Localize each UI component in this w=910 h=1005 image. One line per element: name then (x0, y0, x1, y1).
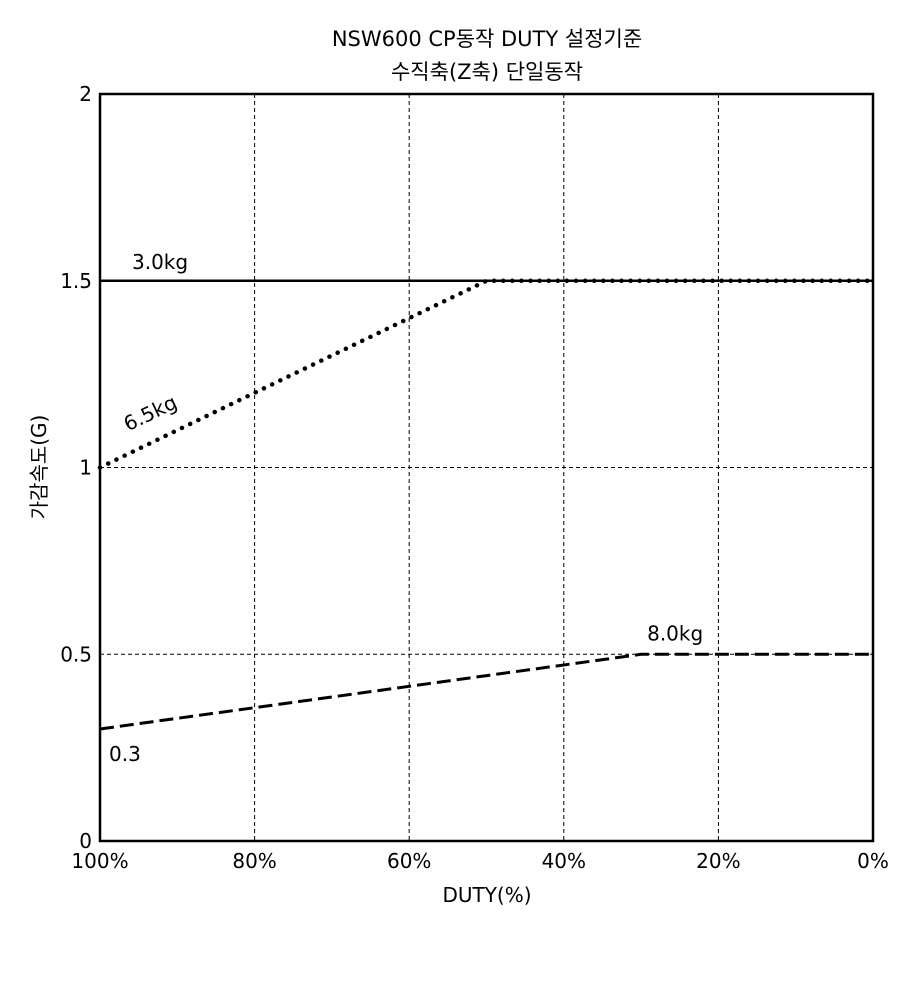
series-label-6-5kg: 6.5kg (120, 390, 181, 436)
x-tick-label: 40% (542, 849, 586, 873)
y-tick-label: 1 (79, 456, 92, 480)
series-line-6-5kg (97, 278, 876, 470)
plot-frame (98, 92, 875, 843)
chart-subtitle: 수직축(Z축) 단일동작 (391, 60, 583, 84)
y-tick-label: 0.5 (60, 642, 92, 666)
x-tick-label: 80% (232, 849, 276, 873)
series-label-8-0kg: 8.0kg (647, 621, 703, 645)
series-label-3-0kg: 3.0kg (132, 250, 188, 274)
y-tick-label: 1.5 (60, 269, 92, 293)
y-axis-label: 가감속도(G) (27, 415, 51, 520)
series-lines (97, 278, 876, 731)
series-labels: 3.0kg 6.5kg 8.0kg 0.3 (109, 250, 703, 766)
y-tick-label: 2 (79, 82, 92, 106)
y-tick-label: 0 (79, 829, 92, 853)
x-tick-label: 100% (71, 849, 128, 873)
series-line-8-0kg (99, 652, 873, 731)
tick-labels: 100% 80% 60% 40% 20% 0% 0 0.5 1 1.5 2 (60, 82, 889, 873)
x-tick-label: 60% (387, 849, 431, 873)
x-tick-label: 0% (857, 849, 889, 873)
grid (100, 94, 873, 841)
chart-title: NSW600 CP동작 DUTY 설정기준 (332, 27, 642, 51)
annotation-start-value: 0.3 (109, 742, 141, 766)
x-tick-label: 20% (696, 849, 740, 873)
x-axis-label: DUTY(%) (442, 883, 531, 907)
